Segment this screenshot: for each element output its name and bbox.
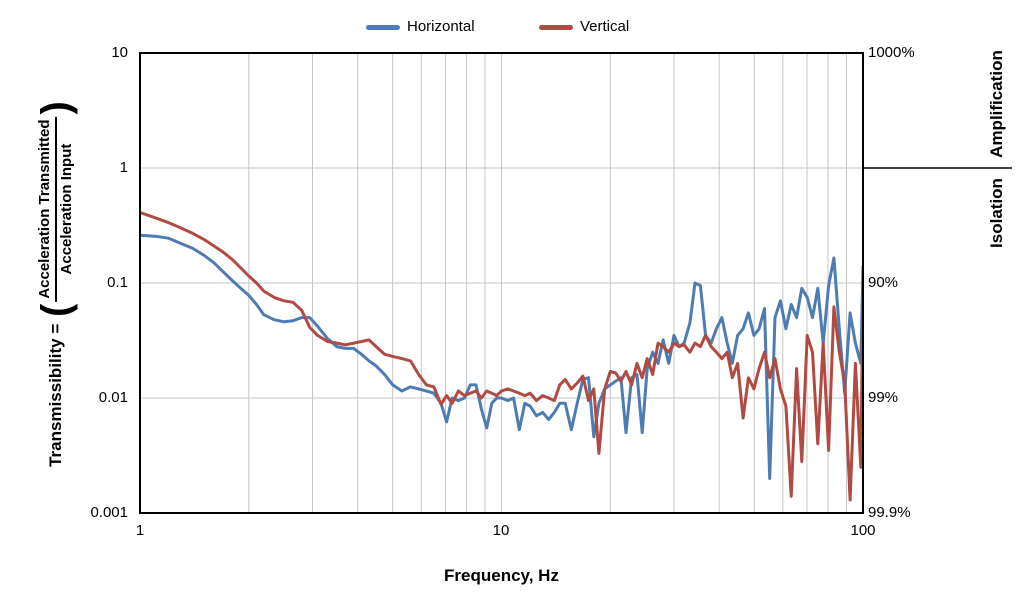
isolation-percent-label: 1000% (868, 44, 915, 61)
fraction-numerator: Acceleration Transmitted (36, 116, 57, 302)
plot-border (139, 52, 864, 514)
isolation-label: Isolation (987, 178, 1006, 248)
y-tick-label: 1 (119, 159, 128, 176)
legend-label-vertical: Vertical (580, 18, 630, 35)
transmissibility-fraction: Acceleration Transmitted Acceleration In… (36, 116, 76, 302)
close-paren: ) (34, 101, 78, 115)
x-axis-title: Frequency, Hz (444, 566, 559, 585)
y-tick-label: 0.001 (90, 504, 128, 521)
legend-label-horizontal: Horizontal (407, 18, 475, 35)
isolation-percent-label: 90% (868, 274, 899, 291)
y-tick-label: 10 (111, 44, 128, 61)
y-tick-label: 0.01 (98, 389, 128, 406)
legend-item-horizontal: Horizontal (366, 19, 475, 35)
x-tick-label: 1 (135, 522, 145, 539)
isolation-percent-label: 99% (868, 389, 899, 406)
horizontal-series-swatch (366, 24, 400, 30)
series-vertical-line (139, 211, 864, 502)
series-horizontal-line (139, 233, 864, 480)
vertical-series-swatch (539, 24, 573, 30)
x-tick-label: 100 (850, 522, 876, 539)
y-axis-title: Transmissibility = ( Acceleration Transm… (34, 99, 78, 467)
x-tick-label: 10 (492, 522, 510, 539)
isolation-percent-label: 99.9% (868, 504, 911, 521)
open-paren: ( (34, 303, 78, 317)
legend-item-vertical: Vertical (539, 19, 629, 35)
y-axis-title-lead: Transmissibility = (46, 323, 65, 467)
y-tick-label: 0.1 (107, 274, 128, 291)
amplification-label: Amplification (987, 50, 1006, 158)
fraction-denominator: Acceleration Input (58, 143, 75, 275)
